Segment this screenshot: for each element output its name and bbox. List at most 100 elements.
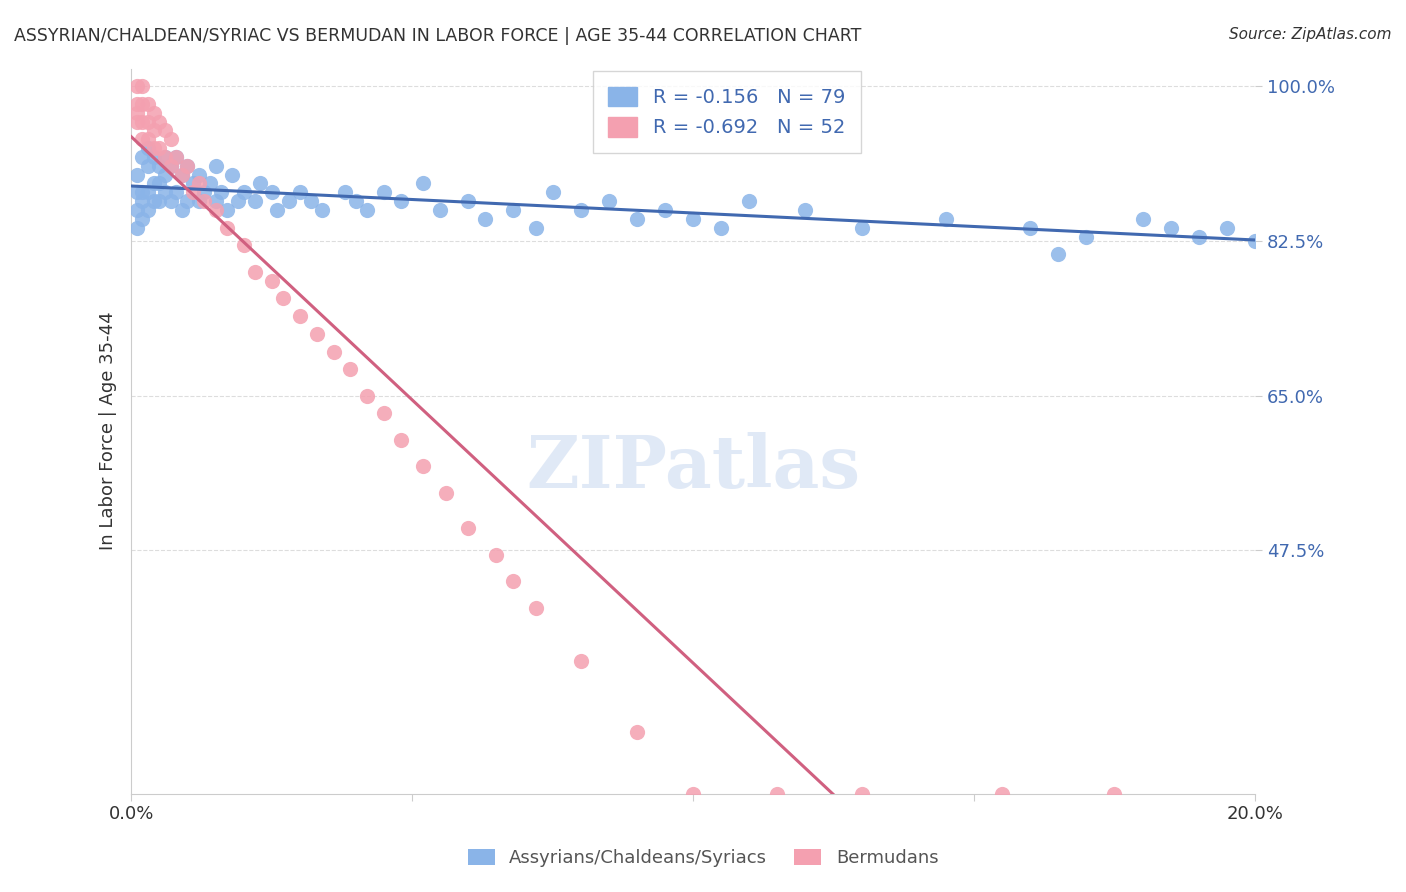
- Point: [215, 220, 238, 235]
- Text: Source: ZipAtlas.com: Source: ZipAtlas.com: [1229, 27, 1392, 42]
- Point: [311, 202, 333, 217]
- Point: [260, 186, 283, 200]
- Point: [1188, 229, 1211, 244]
- Point: [148, 177, 170, 191]
- Point: [249, 177, 271, 191]
- Point: [153, 150, 176, 164]
- Point: [125, 220, 148, 235]
- Point: [131, 194, 153, 209]
- Point: [1104, 787, 1126, 801]
- Point: [682, 211, 704, 226]
- Point: [204, 202, 226, 217]
- Point: [232, 186, 254, 200]
- Point: [159, 159, 181, 173]
- Point: [159, 194, 181, 209]
- Point: [170, 202, 193, 217]
- Y-axis label: In Labor Force | Age 35-44: In Labor Force | Age 35-44: [100, 312, 117, 550]
- Point: [209, 186, 232, 200]
- Point: [142, 141, 165, 155]
- Point: [654, 202, 676, 217]
- Point: [125, 105, 148, 120]
- Point: [136, 159, 159, 173]
- Point: [935, 211, 957, 226]
- Point: [165, 150, 187, 164]
- Point: [136, 202, 159, 217]
- Point: [181, 186, 204, 200]
- Point: [226, 194, 249, 209]
- Point: [165, 150, 187, 164]
- Legend: Assyrians/Chaldeans/Syriacs, Bermudans: Assyrians/Chaldeans/Syriacs, Bermudans: [460, 841, 946, 874]
- Point: [176, 159, 198, 173]
- Point: [569, 654, 592, 668]
- Point: [457, 521, 479, 535]
- Point: [322, 344, 344, 359]
- Point: [125, 79, 148, 94]
- Point: [457, 194, 479, 209]
- Point: [243, 194, 266, 209]
- Point: [131, 132, 153, 146]
- Point: [125, 202, 148, 217]
- Point: [485, 548, 508, 562]
- Point: [176, 194, 198, 209]
- Point: [434, 486, 457, 500]
- Point: [131, 211, 153, 226]
- Point: [389, 433, 412, 447]
- Point: [474, 211, 496, 226]
- Point: [159, 132, 181, 146]
- Point: [131, 150, 153, 164]
- Legend: R = -0.156   N = 79, R = -0.692   N = 52: R = -0.156 N = 79, R = -0.692 N = 52: [593, 71, 860, 153]
- Point: [136, 141, 159, 155]
- Point: [148, 159, 170, 173]
- Point: [333, 186, 356, 200]
- Point: [153, 186, 176, 200]
- Point: [187, 177, 209, 191]
- Point: [1019, 220, 1042, 235]
- Point: [148, 194, 170, 209]
- Point: [136, 132, 159, 146]
- Point: [142, 194, 165, 209]
- Point: [142, 177, 165, 191]
- Point: [356, 202, 378, 217]
- Point: [991, 787, 1014, 801]
- Point: [356, 389, 378, 403]
- Point: [131, 186, 153, 200]
- Point: [142, 150, 165, 164]
- Point: [373, 186, 395, 200]
- Point: [541, 186, 564, 200]
- Point: [299, 194, 322, 209]
- Point: [204, 159, 226, 173]
- Point: [851, 787, 873, 801]
- Text: ASSYRIAN/CHALDEAN/SYRIAC VS BERMUDAN IN LABOR FORCE | AGE 35-44 CORRELATION CHAR: ASSYRIAN/CHALDEAN/SYRIAC VS BERMUDAN IN …: [14, 27, 862, 45]
- Point: [187, 194, 209, 209]
- Point: [131, 79, 153, 94]
- Point: [305, 326, 328, 341]
- Point: [198, 177, 221, 191]
- Point: [412, 177, 434, 191]
- Point: [373, 406, 395, 420]
- Point: [170, 168, 193, 182]
- Point: [1160, 220, 1182, 235]
- Point: [153, 123, 176, 137]
- Point: [204, 194, 226, 209]
- Point: [598, 194, 620, 209]
- Point: [131, 114, 153, 128]
- Point: [266, 202, 288, 217]
- Point: [221, 168, 243, 182]
- Point: [148, 141, 170, 155]
- Point: [165, 186, 187, 200]
- Point: [136, 96, 159, 111]
- Point: [125, 114, 148, 128]
- Point: [193, 186, 215, 200]
- Point: [682, 787, 704, 801]
- Point: [232, 238, 254, 252]
- Point: [1244, 234, 1267, 248]
- Point: [524, 220, 547, 235]
- Point: [626, 211, 648, 226]
- Point: [1132, 211, 1154, 226]
- Point: [153, 168, 176, 182]
- Point: [288, 309, 311, 323]
- Point: [1076, 229, 1098, 244]
- Point: [569, 202, 592, 217]
- Point: [429, 202, 451, 217]
- Point: [389, 194, 412, 209]
